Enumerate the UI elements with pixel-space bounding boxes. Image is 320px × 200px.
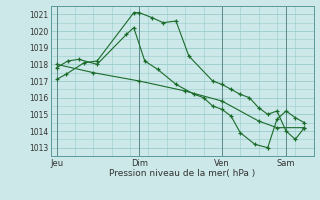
X-axis label: Pression niveau de la mer( hPa ): Pression niveau de la mer( hPa ) xyxy=(109,169,256,178)
